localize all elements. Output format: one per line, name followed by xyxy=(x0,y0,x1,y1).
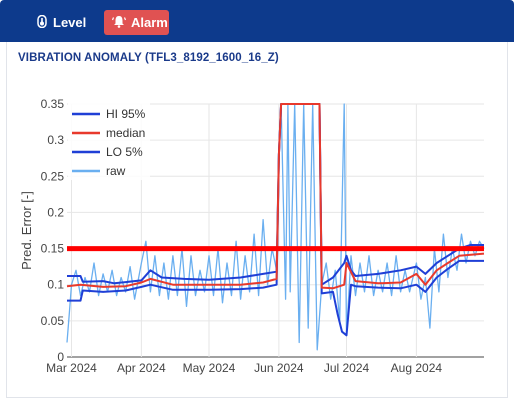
x-tick-label: Jun 2024 xyxy=(254,361,304,375)
x-tick-label: Apr 2024 xyxy=(117,361,166,375)
y-tick-label: 0.25 xyxy=(41,169,65,183)
y-tick-label: 0.1 xyxy=(47,278,64,292)
x-axis-ticks: Mar 2024 Apr 2024 May 2024 Jun 2024 Jul 2024… xyxy=(46,361,442,375)
y-tick-label: 0.05 xyxy=(41,314,65,328)
x-tick-label: Jul 2024 xyxy=(324,361,370,375)
chart-legend[interactable]: HI 95% median LO 5% raw xyxy=(68,102,150,180)
y-axis-label: Pred. Error [-] xyxy=(19,191,34,270)
y-axis-ticks: 00.050.10.150.20.250.30.35 xyxy=(41,97,65,364)
legend-label: LO 5% xyxy=(106,145,143,159)
x-tick-label: Mar 2024 xyxy=(46,361,97,375)
x-tick-label: May 2024 xyxy=(183,361,236,375)
y-tick-label: 0.35 xyxy=(41,97,65,111)
legend-label: HI 95% xyxy=(106,107,146,121)
y-tick-label: 0.15 xyxy=(41,242,65,256)
legend-label: raw xyxy=(106,164,126,178)
legend-label: median xyxy=(106,126,145,140)
y-tick-label: 0.3 xyxy=(47,133,64,147)
x-tick-label: Aug 2024 xyxy=(391,361,443,375)
y-tick-label: 0.2 xyxy=(47,205,64,219)
